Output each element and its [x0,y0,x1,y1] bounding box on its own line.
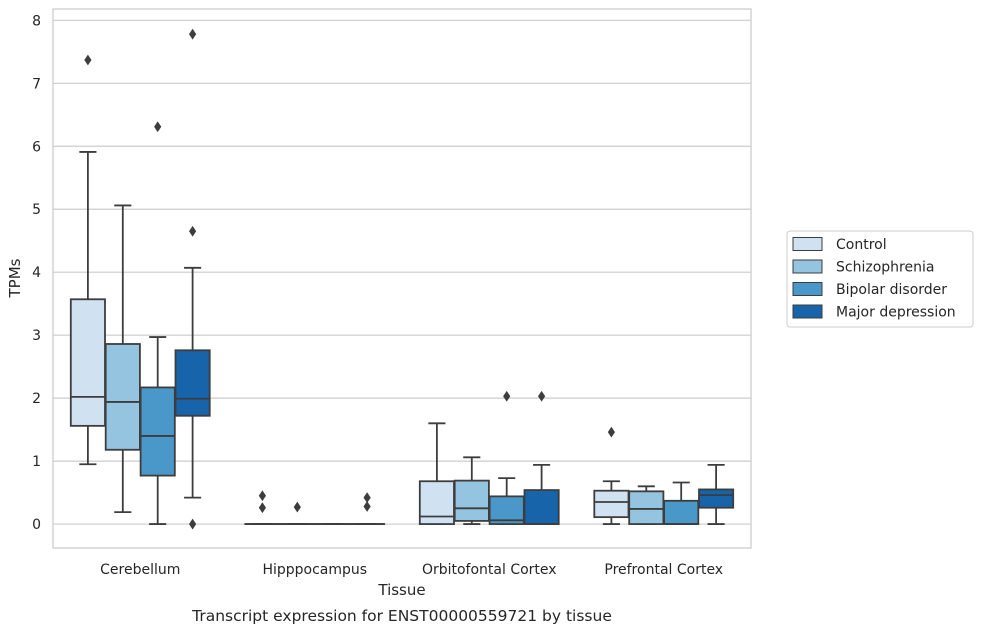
outlier-marker [503,390,511,402]
box-series [69,28,735,530]
x-tick-label: Orbitofontal Cortex [422,562,557,578]
legend-label: Schizophrenia [836,260,934,276]
y-tick-label: 3 [32,328,41,344]
box [698,463,735,525]
outlier-marker [363,492,371,504]
x-tick-labels: Cerebellum Hipppocampus Orbitofontal Corte… [100,562,723,578]
x-tick-label: Hipppocampus [262,562,367,578]
box [349,492,386,525]
legend: Control Schizophrenia Bipolar disorder Majo… [786,230,974,328]
box-body [663,499,700,525]
y-tick-label: 0 [32,517,41,533]
box [488,390,525,525]
legend-swatch [792,282,823,296]
legend-label: Control [836,237,887,253]
figure-caption: Transcript expression for ENST0000055972… [191,607,612,625]
outlier-marker [154,121,162,133]
box-body [628,490,665,525]
plot-frame [52,8,752,549]
outlier-marker [538,390,546,402]
outlier-marker [189,225,197,237]
box [69,54,106,466]
box [663,481,700,525]
series-control [69,54,630,525]
series-major-depression [174,28,735,530]
y-tick-label: 8 [32,13,41,29]
box [104,204,141,514]
outlier-marker [293,501,301,513]
outlier-marker [363,501,371,512]
legend-swatch [792,237,823,251]
box [139,121,176,525]
box-body [104,343,141,451]
outlier-marker [258,490,266,502]
box-body [418,480,455,525]
y-tick-label: 6 [32,139,41,155]
outlier-marker [607,426,615,438]
box-body [453,479,490,522]
y-axis-label: TPMs [6,258,24,298]
outlier-marker [189,518,197,530]
y-tick-label: 2 [32,391,41,407]
y-tick-label: 4 [32,265,41,281]
x-axis-label: Tissue [377,581,425,599]
y-tick-labels: 0 1 2 3 4 5 6 7 8 [32,13,41,533]
box [453,456,490,525]
legend-frame [786,230,974,328]
box-body [523,489,560,525]
series-bipolar-disorder [139,121,700,525]
outlier-marker [189,28,197,40]
legend-swatch [792,259,823,274]
series-schizophrenia [104,204,665,525]
box-body [593,489,630,519]
box [593,426,630,525]
legend-label: Bipolar disorder [836,282,947,298]
box [523,390,560,525]
box [244,490,281,525]
y-tick-label: 7 [32,76,41,92]
legend-label: Major depression [836,305,956,321]
box-body [139,386,176,477]
y-tick-label: 5 [32,202,41,218]
y-tick-label: 1 [32,454,41,470]
box [174,28,211,530]
box [418,422,455,525]
outlier-marker [84,54,92,66]
x-tick-label: Prefrontal Cortex [604,562,723,578]
legend-swatch [792,304,823,319]
outlier-marker [258,502,266,514]
box-body [698,488,735,509]
box-body [174,349,211,417]
box [628,485,665,525]
x-tick-label: Cerebellum [100,562,180,578]
box-body [69,298,106,427]
